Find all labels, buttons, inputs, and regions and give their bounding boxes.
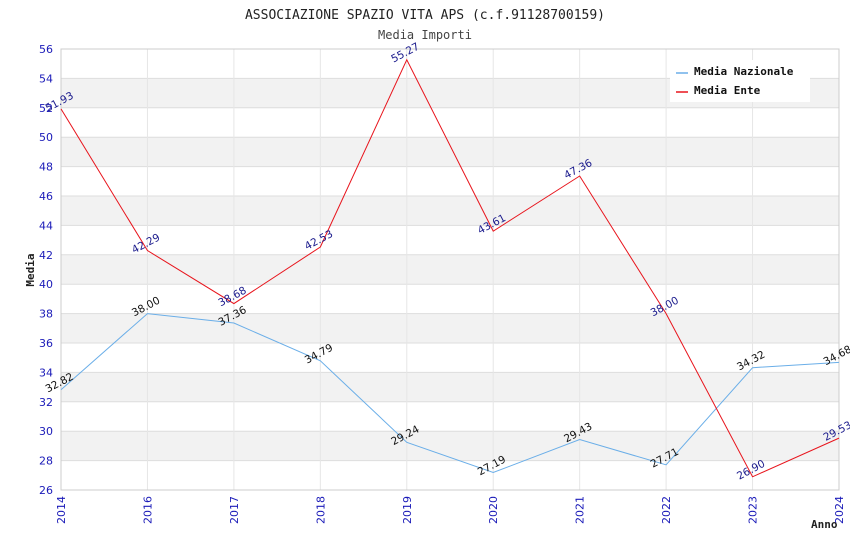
- legend: Media Nazionale Media Ente: [670, 60, 810, 102]
- grid-band: [61, 137, 839, 167]
- legend-label-media-ente: Media Ente: [694, 84, 761, 97]
- data-label: 34.68: [822, 343, 850, 368]
- data-label: 42.53: [303, 228, 335, 253]
- y-tick-label: 44: [39, 219, 53, 232]
- x-tick-label: 2018: [314, 496, 327, 524]
- x-tick-label: 2024: [833, 496, 846, 524]
- axes: [60, 48, 840, 491]
- x-axis-label: Anno: [811, 518, 838, 531]
- x-tick-label: 2022: [660, 496, 673, 524]
- y-axis-label: Media: [24, 253, 37, 286]
- y-tick-label: 32: [39, 396, 53, 409]
- plot-background-bands: [61, 78, 839, 461]
- x-tick-label: 2019: [401, 496, 414, 524]
- legend-box: [670, 60, 810, 102]
- plot-frame: [60, 48, 840, 491]
- y-tick-label: 38: [39, 308, 53, 321]
- x-tick-label: 2021: [574, 496, 587, 524]
- x-tick-labels: 2014 2016 2017 2018 2019 2020 2021 2022 2023 2024: [55, 496, 846, 524]
- grid-band: [61, 313, 839, 343]
- x-tick-label: 2023: [747, 496, 760, 524]
- x-tick-label: 2020: [487, 496, 500, 524]
- y-tick-label: 50: [39, 131, 53, 144]
- series-line-media-ente: [60, 58, 840, 478]
- data-label: 34.79: [303, 342, 335, 367]
- y-tick-label: 34: [39, 366, 53, 379]
- y-tick-label: 42: [39, 249, 53, 262]
- data-label: 42.29: [130, 232, 162, 257]
- x-tick-label: 2014: [55, 496, 68, 524]
- y-tick-label: 54: [39, 72, 53, 85]
- series-lines: [60, 58, 840, 478]
- grid-band: [61, 196, 839, 226]
- y-tick-label: 48: [39, 161, 53, 174]
- y-tick-label: 46: [39, 190, 53, 203]
- legend-label-media-nazionale: Media Nazionale: [694, 65, 794, 78]
- y-tick-label: 56: [39, 43, 53, 56]
- series-line-media-nazionale: [60, 313, 840, 474]
- y-tick-label: 36: [39, 337, 53, 350]
- data-label: 26.90: [735, 458, 767, 483]
- data-label: 51.93: [44, 90, 76, 115]
- y-tick-label: 40: [39, 278, 53, 291]
- chart-subtitle: Media Importi: [378, 28, 472, 42]
- grid-band: [61, 372, 839, 402]
- y-tick-labels: 26 28 30 32 34 36 38 40 42 44 46 48 50 52 54 56: [39, 43, 53, 497]
- y-tick-label: 30: [39, 425, 53, 438]
- grid-band: [61, 431, 839, 461]
- y-tick-label: 28: [39, 455, 53, 468]
- chart-title: ASSOCIAZIONE SPAZIO VITA APS (c.f.911287…: [245, 8, 605, 23]
- grid-band: [61, 254, 839, 285]
- x-tick-label: 2017: [228, 496, 241, 524]
- y-tick-label: 52: [39, 102, 53, 115]
- y-tick-label: 26: [39, 484, 53, 497]
- x-tick-label: 2016: [141, 496, 154, 524]
